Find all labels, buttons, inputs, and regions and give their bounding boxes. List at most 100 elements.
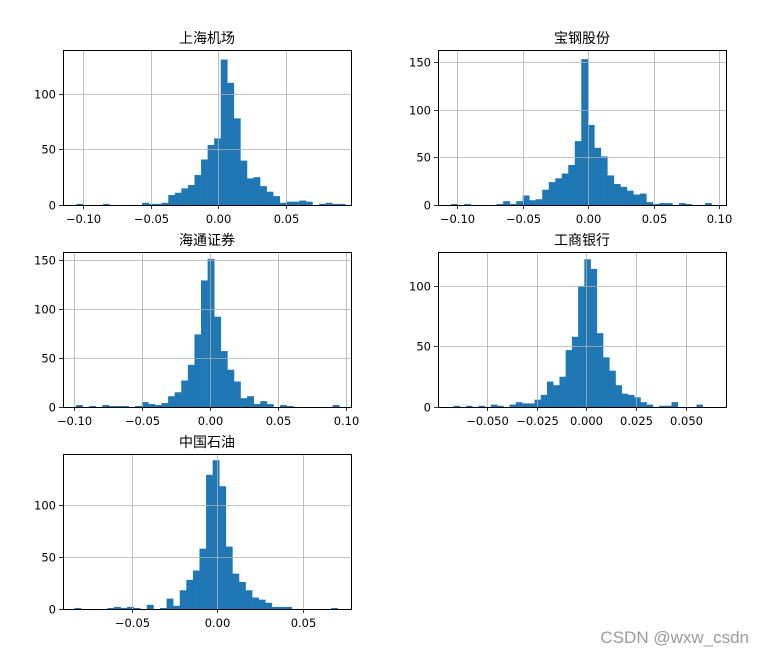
x-tick-label: −0.10 [57,414,92,428]
histogram-bar [89,406,96,407]
histogram-bar [546,381,554,407]
histogram-bar [168,396,175,407]
x-tick-label: −0.10 [66,212,101,226]
x-tick-label: −0.05 [125,414,160,428]
y-tick-labels: 0 50 100 150 [409,56,438,213]
axes-frame [63,252,352,408]
x-tick-label: 0.050 [670,414,703,428]
y-tick-label: 150 [409,56,431,70]
x-tick-labels: −0.10 −0.05 0.00 0.05 0.10 [440,205,732,226]
subplot-3: −0.050 −0.025 0.000 0.025 0.050 0 50 100 工商银行 [409,233,727,428]
histogram-bar [620,186,628,205]
histogram-bar [299,200,307,205]
histogram-bars [76,59,346,205]
histogram-bar [238,581,246,609]
histogram-bar [181,188,189,205]
histogram-bar [497,405,504,407]
histogram-bar [509,204,517,205]
histogram-bars [451,59,712,206]
x-tick-label: −0.025 [516,414,559,428]
histogram-bar [181,380,189,407]
histogram-bar [142,202,149,205]
histogram-bar [75,405,83,407]
subplot-2: −0.10 −0.05 0.00 0.05 0.10 0 50 100 150 海通证券 [34,233,359,428]
histogram-bar [286,201,294,205]
histogram-bar [155,203,163,205]
histogram-bar [113,606,121,609]
histogram-bar [528,403,535,407]
histogram-bar [613,184,621,205]
y-tick-label: 100 [409,280,431,294]
x-tick-label: −0.050 [466,414,509,428]
histogram-bar [704,203,712,205]
histogram-bar [199,548,207,609]
x-tick-label: 0.00 [205,616,231,630]
x-tick-label: −0.05 [115,616,150,630]
x-tick-label: 0.025 [620,414,653,428]
histogram-bar [206,474,213,609]
axes-frame [63,50,352,206]
histogram-bar [332,203,339,205]
histogram-bar [639,193,647,205]
histogram-bar [141,402,149,407]
histogram-bar [453,405,461,407]
histogram-bar [133,607,141,609]
histogram-bar [135,406,143,407]
watermark: CSDN @wxw_csdn [600,628,749,647]
x-tick-label: 0.00 [576,212,602,226]
histogram-bar [522,195,530,205]
histogram-bar [478,405,485,407]
x-tick-label: 0.000 [570,414,603,428]
histogram-bar [331,607,338,609]
y-tick-label: 50 [416,340,431,354]
histogram-bar [553,385,560,407]
histogram-bar [240,160,248,205]
x-tick-labels: −0.10 −0.05 0.00 0.05 [66,205,299,226]
histogram-bar [219,486,227,609]
histogram-bar [148,404,156,407]
histogram-bar [227,82,235,205]
histogram-bar [107,607,115,609]
histogram-bar [603,357,610,407]
histogram-bars [74,460,338,609]
histogram-bar [646,202,654,205]
y-tick-labels: 0 50 100 [34,499,63,617]
histogram-bar [127,606,134,609]
histogram-bar [102,203,110,205]
y-tick-label: 50 [416,151,431,165]
histogram-bar [120,607,128,609]
y-tick-labels: 0 50 100 [34,88,63,213]
histogram-bar [174,392,182,407]
histogram-bar [529,200,537,205]
subplot-1: −0.10 −0.05 0.00 0.05 0.10 0 50 100 150 宝钢股份 [409,31,732,226]
histogram-bar [665,203,673,205]
histogram-bar [194,175,202,205]
histogram-bar [240,398,248,407]
histogram-bar [659,405,666,407]
histogram-bar [246,178,254,205]
histogram-bar [565,350,573,407]
y-tick-labels: 0 50 100 150 [34,254,63,415]
histogram-bar [515,402,523,407]
histogram-bar [207,145,215,205]
histogram-bar [194,334,202,407]
histogram-bar [640,402,647,407]
histogram-bar [652,204,660,205]
histogram-bar [252,597,259,609]
histogram-bar [522,403,529,407]
histogram-bar [207,258,215,407]
subplot-title: 海通证券 [179,233,235,249]
subplot-title: 中国石油 [179,435,235,451]
histogram-bar [233,381,241,407]
histogram-bar [678,203,686,205]
histogram-bar [305,201,313,205]
histogram-bar [568,164,576,205]
y-tick-label: 150 [34,254,56,268]
y-tick-label: 50 [41,143,56,157]
histogram-bar [273,196,280,205]
histogram-bar [280,405,287,407]
histogram-bar [503,201,510,205]
x-tick-label: −0.05 [506,212,541,226]
histogram-bar [535,199,543,205]
